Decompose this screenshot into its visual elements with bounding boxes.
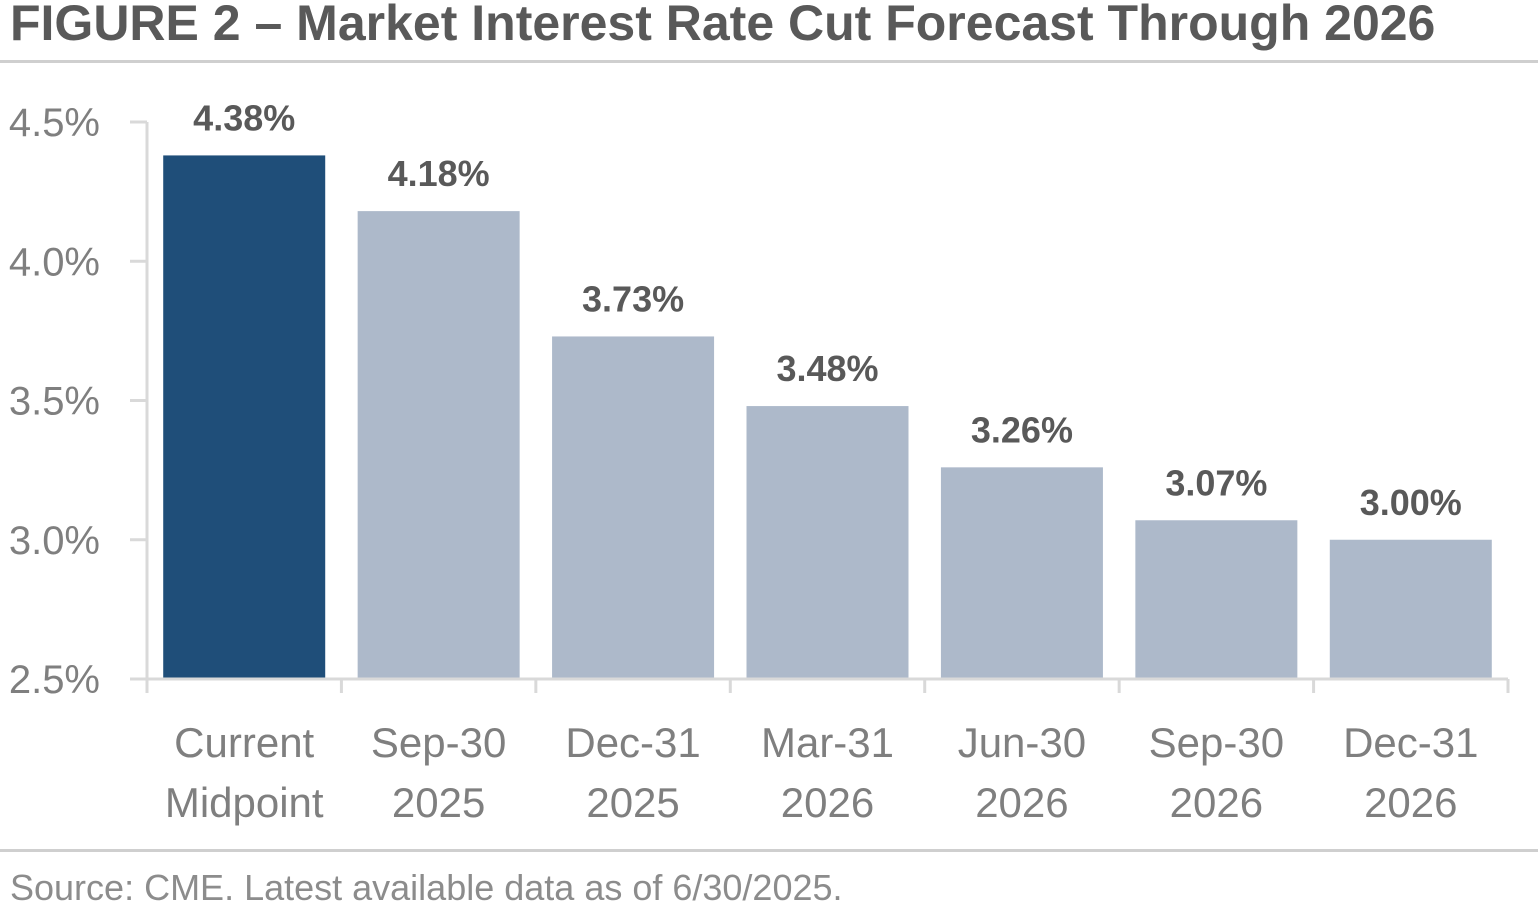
data-label: 3.26% bbox=[971, 409, 1073, 450]
data-label: 4.18% bbox=[388, 153, 490, 194]
x-tick-label: Sep-30 bbox=[1149, 719, 1284, 766]
y-tick-label: 2.5% bbox=[9, 658, 100, 702]
x-tick-label: Dec-31 bbox=[1343, 719, 1478, 766]
bar-2 bbox=[357, 211, 520, 679]
x-tick-label: 2026 bbox=[1364, 779, 1457, 826]
source-note: Source: CME. Latest available data as of… bbox=[10, 867, 843, 908]
bar-5 bbox=[940, 467, 1103, 679]
data-label: 3.73% bbox=[582, 278, 684, 319]
bar-1 bbox=[163, 155, 326, 680]
bar-3 bbox=[552, 336, 715, 679]
bar-7 bbox=[1329, 539, 1492, 679]
footer-divider bbox=[0, 849, 1538, 852]
x-tick-label: Dec-31 bbox=[565, 719, 700, 766]
y-tick-label: 3.5% bbox=[9, 380, 100, 424]
y-tick-label: 3.0% bbox=[9, 519, 100, 563]
x-tick-label: 2025 bbox=[392, 779, 485, 826]
title-divider bbox=[0, 60, 1538, 63]
x-tick-label: 2026 bbox=[781, 779, 874, 826]
y-tick-label: 4.5% bbox=[9, 101, 100, 145]
x-tick-label: 2025 bbox=[586, 779, 679, 826]
data-label: 4.38% bbox=[193, 97, 295, 138]
bar-6 bbox=[1135, 520, 1298, 679]
x-tick-label: Current bbox=[174, 719, 314, 766]
x-tick-label: Mar-31 bbox=[761, 719, 894, 766]
x-tick-label: 2026 bbox=[975, 779, 1068, 826]
y-tick-label: 4.0% bbox=[9, 240, 100, 284]
data-label: 3.07% bbox=[1165, 462, 1267, 503]
x-tick-label: Sep-30 bbox=[371, 719, 506, 766]
x-tick-label: 2026 bbox=[1170, 779, 1263, 826]
bar-4 bbox=[746, 406, 909, 679]
data-label: 3.48% bbox=[776, 348, 878, 389]
x-tick-label: Jun-30 bbox=[958, 719, 1086, 766]
figure-title: FIGURE 2 – Market Interest Rate Cut Fore… bbox=[10, 0, 1436, 51]
data-label: 3.00% bbox=[1360, 482, 1462, 523]
x-tick-label: Midpoint bbox=[165, 779, 324, 826]
